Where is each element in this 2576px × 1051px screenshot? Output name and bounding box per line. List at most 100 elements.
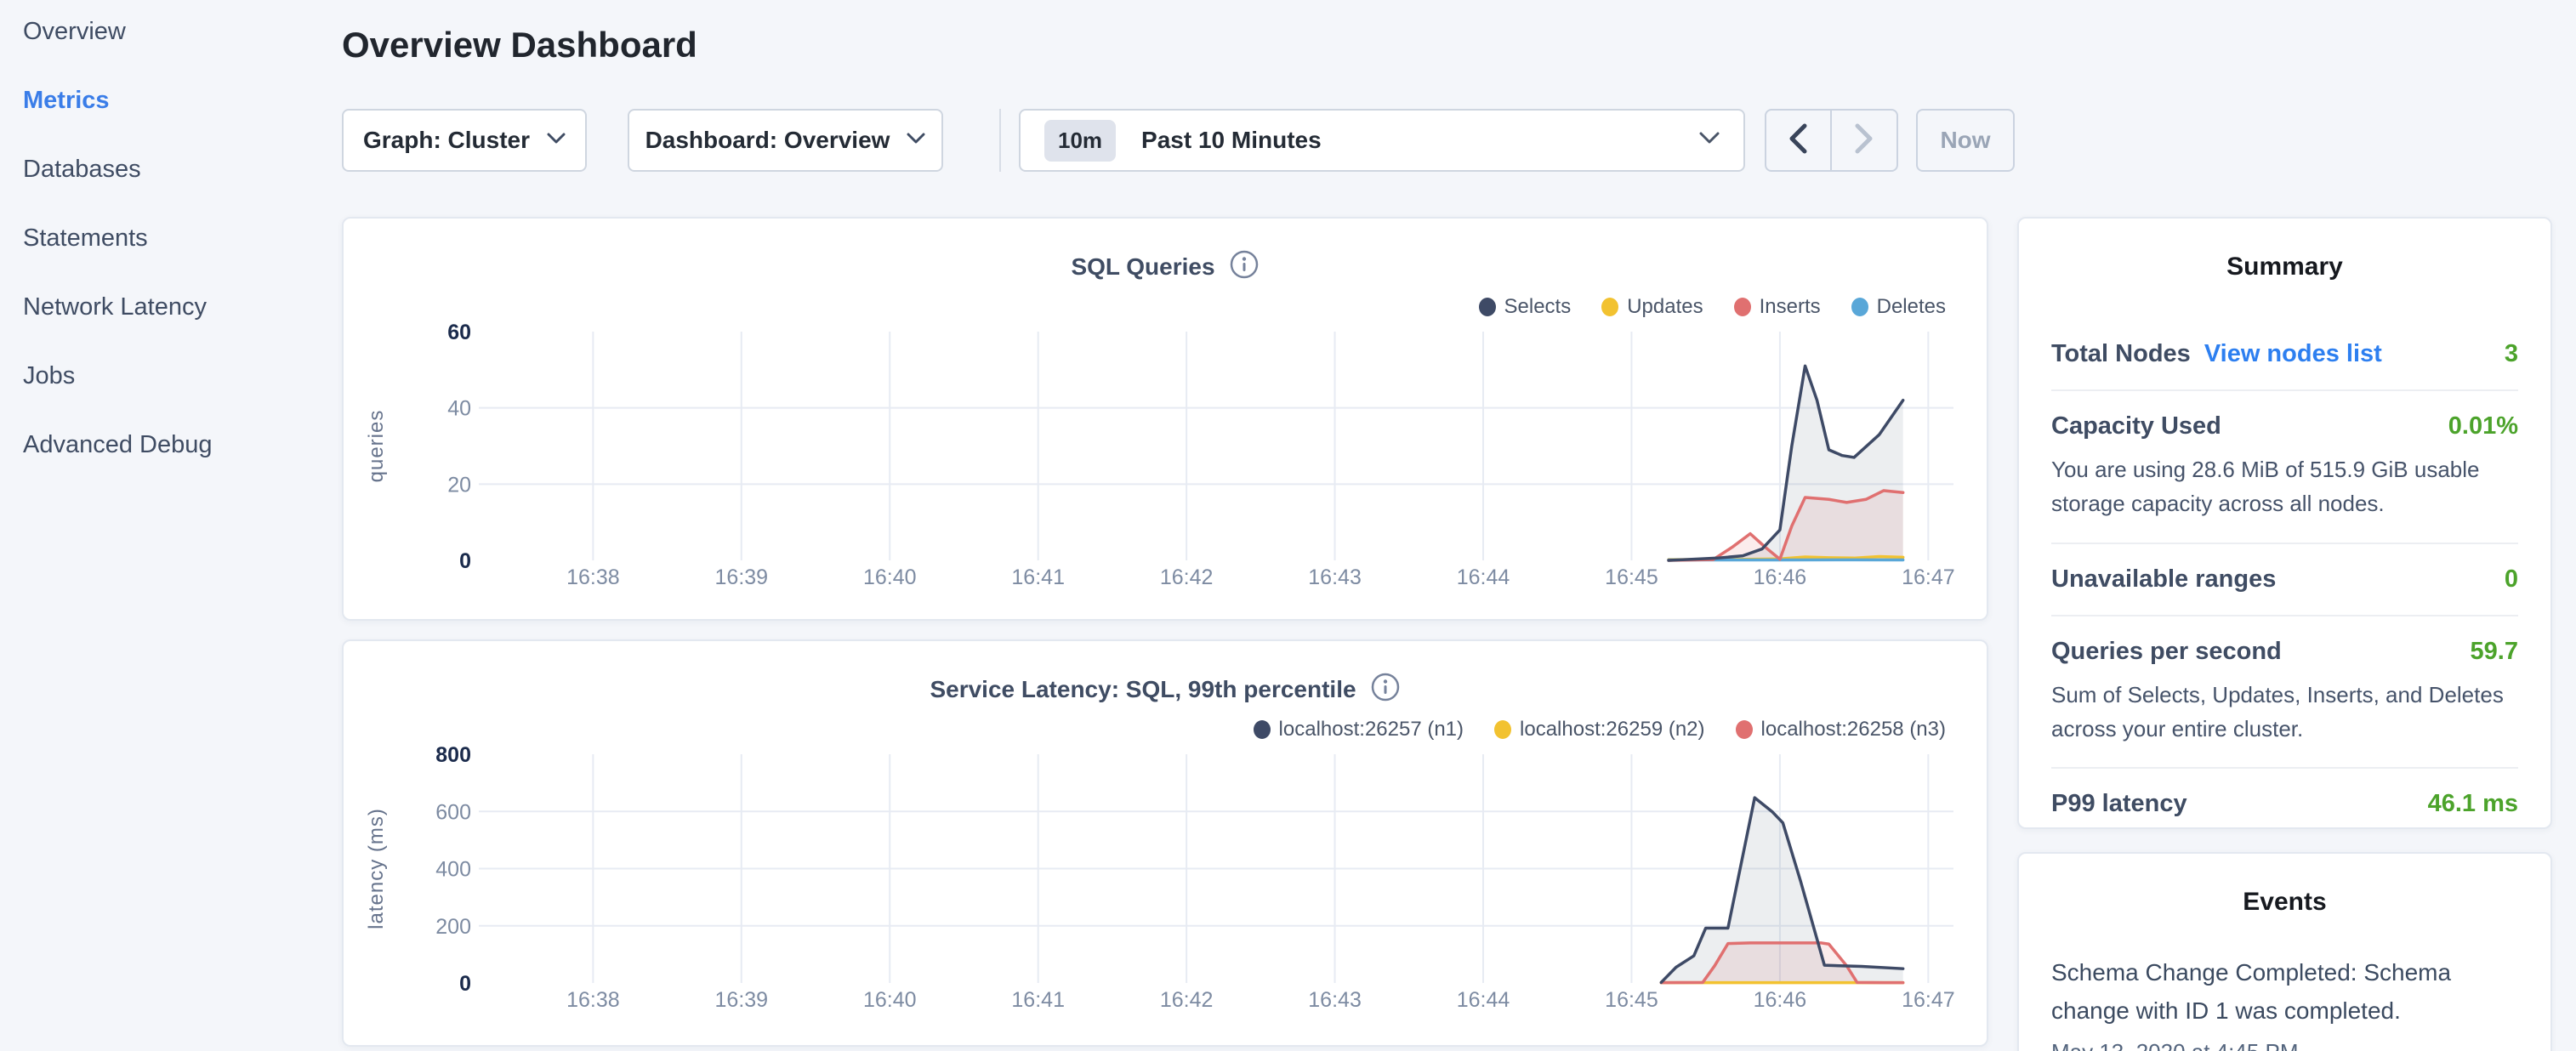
legend-label: localhost:26259 (n2) [1520,718,1705,741]
svg-text:20: 20 [447,473,471,497]
chart-title: Service Latency: SQL, 99th percentile [930,675,1356,702]
legend-item: localhost:26257 (n1) [1253,718,1464,741]
sidebar-item-jobs[interactable]: Jobs [23,362,76,389]
summary-row-description: You are using 28.6 MiB of 515.9 GiB usab… [2051,457,2480,517]
prev-time-button[interactable] [1766,111,1832,170]
summary-row-label: Queries per second [2051,637,2282,665]
legend-label: Deletes [1876,295,1946,318]
summary-row-queries-per-second: Queries per second 59.7 Sum of Selects, … [2051,614,2518,768]
service-latency-chart-plot[interactable]: 16:38 16:39 16:40 16:41 16:42 16:43 16:44 16:45… [344,641,1990,1048]
summary-row-p99-latency: P99 latency 46.1 ms [2051,767,2518,827]
sidebar-item-databases[interactable]: Databases [23,156,141,183]
chevron-down-icon [907,133,925,149]
sidebar-nav: Overview Metrics Databases Statements Ne… [0,0,342,1051]
sql-queries-chart-card: SQL Queries Selects Updates Inserts Deletes… [342,217,1988,621]
svg-text:latency (ms): latency (ms) [365,808,388,929]
time-range-selector[interactable]: 10m Past 10 Minutes [1019,109,1745,172]
sql-queries-chart-plot[interactable]: 16:38 16:39 16:40 16:41 16:42 16:43 16:44 16:45… [344,219,1990,622]
dashboard-dropdown[interactable]: Dashboard: Overview [628,109,943,172]
service-latency-chart-card: Service Latency: SQL, 99th percentile lo… [342,639,1988,1047]
svg-text:16:46: 16:46 [1754,565,1807,589]
svg-text:16:44: 16:44 [1457,988,1510,1012]
sidebar-item-network-latency[interactable]: Network Latency [23,293,207,321]
summary-row-label: P99 latency [2051,790,2187,818]
svg-text:16:39: 16:39 [715,565,769,589]
svg-text:40: 40 [447,397,471,421]
event-timestamp: May 13, 2020 at 4:45 PM [2051,1039,2518,1051]
svg-text:16:44: 16:44 [1457,565,1510,589]
sidebar-item-advanced-debug[interactable]: Advanced Debug [23,431,213,458]
graph-dropdown[interactable]: Graph: Cluster [342,109,587,172]
info-icon[interactable] [1370,672,1401,707]
legend-item: Deletes [1851,295,1946,319]
summary-row-label: Capacity Used [2051,412,2221,440]
summary-row-label: Unavailable ranges [2051,565,2277,593]
next-time-button[interactable] [1832,111,1897,170]
svg-text:200: 200 [435,915,471,939]
time-range-badge: 10m [1044,119,1117,162]
svg-text:16:46: 16:46 [1754,988,1807,1012]
svg-text:16:38: 16:38 [566,988,620,1012]
chevron-right-icon [1855,123,1874,158]
legend-dot [1851,298,1868,316]
chevron-down-icon [547,133,566,149]
events-panel: Events Schema Change Completed: Schema c… [2017,852,2552,1051]
legend-label: Inserts [1759,295,1821,318]
view-nodes-list-link[interactable]: View nodes list [2204,340,2382,367]
chart-legend: localhost:26257 (n1) localhost:26259 (n2)… [1253,718,1946,741]
now-button[interactable]: Now [1916,109,2015,172]
sidebar-item-overview[interactable]: Overview [23,18,126,45]
event-list-item[interactable]: Schema Change Completed: Schema change w… [2051,954,2518,1051]
svg-text:16:42: 16:42 [1160,988,1214,1012]
legend-item: Selects [1478,295,1572,319]
info-icon[interactable] [1229,249,1260,284]
legend-label: Selects [1504,295,1572,318]
chevron-left-icon [1788,123,1807,158]
svg-text:16:47: 16:47 [1902,988,1955,1012]
sidebar-item-metrics[interactable]: Metrics [23,87,110,114]
svg-text:16:45: 16:45 [1605,988,1658,1012]
legend-dot [1478,298,1496,316]
svg-text:600: 600 [435,800,471,824]
events-title: Events [2243,888,2327,916]
svg-text:16:41: 16:41 [1011,988,1065,1012]
summary-row-value: 59.7 [2470,637,2518,665]
time-range-label: Past 10 Minutes [1141,127,1322,153]
sidebar-item-statements[interactable]: Statements [23,224,148,252]
svg-text:queries: queries [365,410,388,483]
summary-panel: Summary Total Nodes View nodes list 3 Ca… [2017,217,2552,829]
legend-item: localhost:26259 (n2) [1494,718,1705,741]
legend-item: localhost:26258 (n3) [1735,718,1946,741]
legend-dot [1733,298,1751,316]
chart-title: SQL Queries [1071,253,1215,280]
svg-text:16:47: 16:47 [1902,565,1955,589]
svg-text:16:39: 16:39 [715,988,769,1012]
summary-row-value: 0 [2504,565,2518,593]
summary-row-label: Total Nodes [2051,340,2191,367]
legend-item: Inserts [1733,295,1821,319]
svg-text:16:38: 16:38 [566,565,620,589]
chart-legend: Selects Updates Inserts Deletes [1478,295,1946,319]
legend-dot [1253,720,1271,739]
time-step-buttons [1765,109,1898,172]
legend-dot [1735,720,1753,739]
legend-dot [1494,720,1512,739]
summary-row-value: 46.1 ms [2427,790,2518,818]
summary-row-unavailable-ranges: Unavailable ranges 0 [2051,542,2518,615]
svg-text:16:41: 16:41 [1011,565,1065,589]
legend-item: Updates [1601,295,1703,319]
legend-label: localhost:26258 (n3) [1760,718,1946,741]
svg-text:60: 60 [447,321,471,344]
dashboard-dropdown-label: Dashboard: Overview [645,127,890,153]
svg-text:16:40: 16:40 [863,565,917,589]
right-column: Summary Total Nodes View nodes list 3 Ca… [2017,217,2552,1051]
summary-title: Summary [2226,253,2343,281]
svg-text:0: 0 [459,972,471,996]
svg-text:800: 800 [435,743,471,767]
svg-text:16:42: 16:42 [1160,565,1214,589]
controls-divider [999,109,1001,172]
svg-text:400: 400 [435,858,471,882]
legend-label: Updates [1627,295,1703,318]
svg-text:16:40: 16:40 [863,988,917,1012]
